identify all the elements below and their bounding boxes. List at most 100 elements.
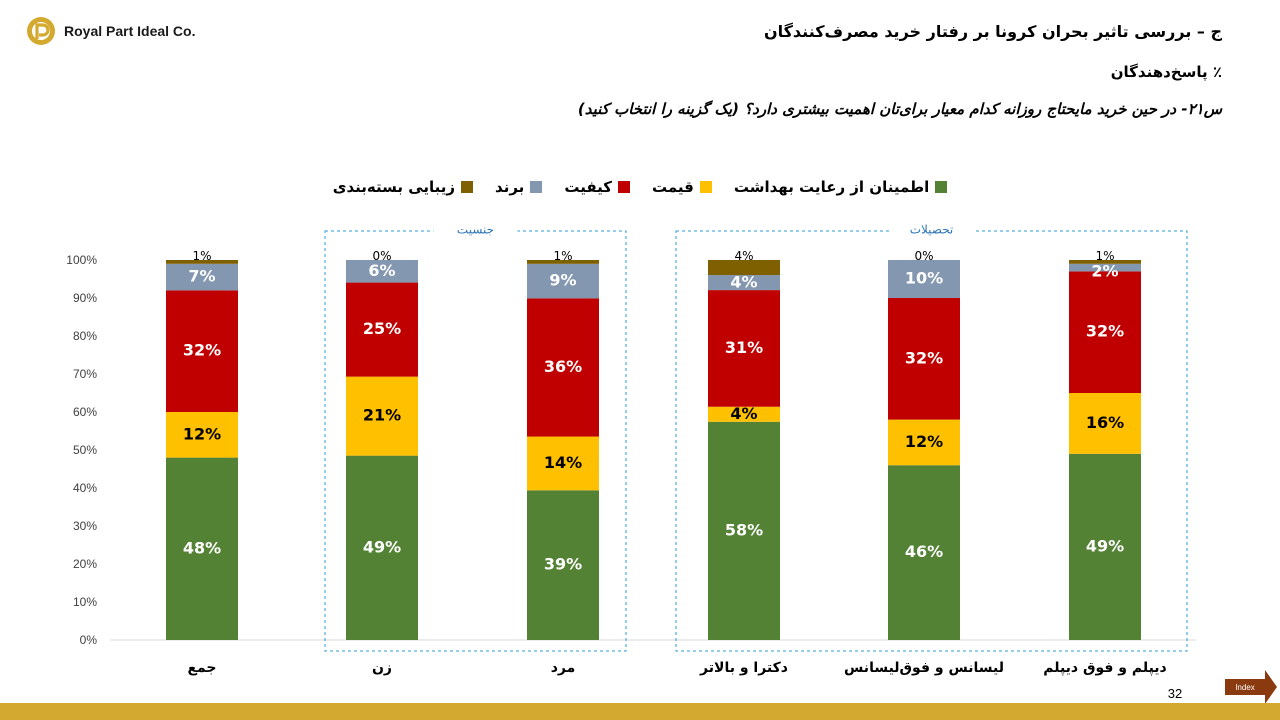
footer-bar xyxy=(0,703,1280,720)
question-text: س۲۱- در حین خرید مایحتاج روزانه کدام معی… xyxy=(577,100,1222,118)
category-label: جمع xyxy=(187,660,216,676)
group-label: جنسیت xyxy=(457,223,494,237)
data-label: 0% xyxy=(914,249,933,263)
category-label: مرد xyxy=(551,660,576,676)
data-label: 4% xyxy=(730,273,757,292)
group-label-bg xyxy=(433,223,518,239)
page-title: ج – بررسی تاثیر بحران کرونا بر رفتار خری… xyxy=(763,22,1222,41)
legend-swatch xyxy=(699,181,712,193)
arrow-right-icon xyxy=(1225,670,1277,704)
legend-item-quality: کیفیت xyxy=(564,178,630,196)
bar-segment xyxy=(527,298,599,437)
data-label: 12% xyxy=(183,424,221,443)
bar-segment xyxy=(888,465,960,640)
data-label: 21% xyxy=(363,406,401,425)
legend-label: زیبایی بسته‌بندی xyxy=(332,178,456,196)
bar-segment xyxy=(527,490,599,640)
data-label: 32% xyxy=(1086,322,1124,341)
data-label: 4% xyxy=(734,249,753,263)
data-label: 49% xyxy=(1086,536,1124,555)
y-tick-label: 20% xyxy=(73,557,97,571)
data-label: 1% xyxy=(553,249,572,263)
bar-segment xyxy=(166,260,238,264)
bar-segment xyxy=(708,275,780,291)
bar-segment xyxy=(1069,271,1141,393)
y-tick-label: 0% xyxy=(80,633,98,647)
legend-label: اطمینان از رعایت بهداشت xyxy=(733,178,930,196)
index-label: Index xyxy=(1235,683,1255,692)
data-label: 9% xyxy=(549,271,576,290)
legend-swatch xyxy=(530,181,543,193)
logo-icon xyxy=(27,17,55,45)
y-tick-label: 10% xyxy=(73,595,97,609)
data-label: 12% xyxy=(905,432,943,451)
legend-label: کیفیت xyxy=(564,178,612,196)
data-label: 4% xyxy=(730,404,757,423)
legend-label: برند xyxy=(495,178,525,196)
data-label: 31% xyxy=(725,338,763,357)
bar-segment xyxy=(166,412,238,458)
data-label: 32% xyxy=(905,348,943,367)
group-box xyxy=(675,230,1188,652)
data-label: 10% xyxy=(905,269,943,288)
chart-legend: اطمینان از رعایت بهداشت قیمت کیفیت برند … xyxy=(0,178,1280,196)
bar-segment xyxy=(166,263,238,291)
category-label: دیپلم و فوق دیپلم xyxy=(1043,660,1166,676)
bar-segment xyxy=(346,455,418,640)
bar-segment xyxy=(527,263,599,299)
category-label: دکترا و بالاتر xyxy=(699,660,788,676)
data-label: 49% xyxy=(363,537,401,556)
bar-segment xyxy=(346,282,418,377)
category-label: لیسانس و فوق‌لیسانس xyxy=(844,660,1004,676)
data-label: 25% xyxy=(363,319,401,338)
legend-label: قیمت xyxy=(651,178,694,196)
y-tick-label: 60% xyxy=(73,405,97,419)
legend-swatch xyxy=(617,181,630,193)
bar-segment xyxy=(708,290,780,407)
y-tick-label: 70% xyxy=(73,367,97,381)
y-tick-label: 90% xyxy=(73,291,97,305)
data-label: 48% xyxy=(183,538,221,557)
bar-segment xyxy=(888,298,960,420)
data-label: 2% xyxy=(1091,261,1118,280)
index-button[interactable]: Index xyxy=(1225,670,1277,704)
bar-segment xyxy=(888,260,960,298)
legend-item-price: قیمت xyxy=(652,178,712,196)
y-tick-label: 50% xyxy=(73,443,97,457)
bar-segment xyxy=(527,436,599,491)
unit-label: ٪ پاسخ‌دهندگان xyxy=(1110,63,1222,81)
bar-segment xyxy=(166,290,238,412)
data-label: 39% xyxy=(544,555,582,574)
data-label: 0% xyxy=(372,249,391,263)
bar-segment xyxy=(708,421,780,640)
bar-segment xyxy=(888,419,960,466)
bar-segment xyxy=(346,260,418,283)
legend-item-hygiene: اطمینان از رعایت بهداشت xyxy=(733,178,948,196)
data-label: 58% xyxy=(725,520,763,539)
brand-name: Royal Part Ideal Co. xyxy=(64,23,196,39)
bar-segment xyxy=(1069,263,1141,272)
y-tick-label: 40% xyxy=(73,481,97,495)
legend-item-packaging: زیبایی بسته‌بندی xyxy=(332,178,474,196)
bar-segment xyxy=(708,406,780,422)
bar-segment xyxy=(1069,393,1141,454)
data-label: 7% xyxy=(188,267,215,286)
data-label: 16% xyxy=(1086,413,1124,432)
group-label: تحصیلات xyxy=(910,223,954,237)
group-label-bg xyxy=(889,223,974,239)
y-tick-label: 30% xyxy=(73,519,97,533)
bar-segment xyxy=(1069,453,1141,640)
bar-segment xyxy=(346,376,418,456)
data-label: 36% xyxy=(544,357,582,376)
page-number: 32 xyxy=(1167,686,1183,701)
category-label: زن xyxy=(372,660,392,676)
bar-segment xyxy=(527,260,599,264)
data-label: 1% xyxy=(1095,249,1114,263)
bar-segment xyxy=(166,457,238,640)
legend-item-brand: برند xyxy=(495,178,543,196)
brand-logo: Royal Part Ideal Co. xyxy=(26,16,195,46)
legend-swatch xyxy=(461,181,474,193)
bar-segment xyxy=(1069,260,1141,264)
y-tick-label: 100% xyxy=(66,253,97,267)
data-label: 14% xyxy=(544,453,582,472)
